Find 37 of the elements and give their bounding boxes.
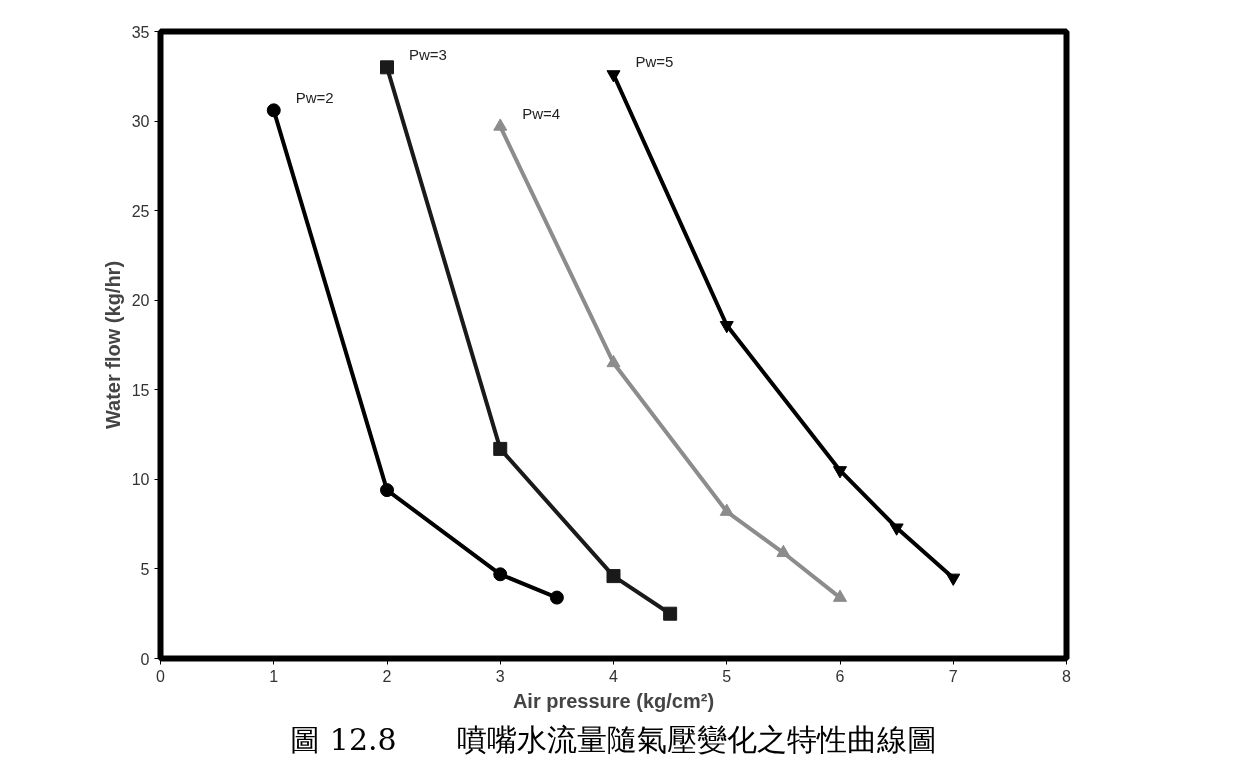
- point: [663, 606, 678, 621]
- y-tick-label: 5: [140, 560, 150, 578]
- y-axis-title: Water flow (kg/hr): [101, 260, 124, 430]
- y-tick-label: 30: [131, 113, 150, 131]
- point: [380, 60, 394, 75]
- y-tick-label: 25: [131, 202, 150, 220]
- point: [549, 590, 564, 605]
- x-tick-label: 8: [1062, 667, 1072, 685]
- point: [719, 321, 734, 334]
- x-tick-label: 3: [495, 667, 505, 685]
- y-tick-label: 20: [131, 292, 150, 310]
- point: [380, 483, 394, 498]
- series-label: Pw=4: [522, 105, 561, 123]
- text: 圖 12.8 噴嘴水流量隨氣壓變化之特性曲線圖: [290, 721, 937, 757]
- x-tick-label: 2: [382, 667, 392, 685]
- x-tick-label: 4: [609, 667, 619, 685]
- point: [266, 103, 281, 118]
- point: [946, 573, 961, 586]
- series-label: Pw=5: [635, 53, 674, 71]
- x-tick-label: 7: [948, 667, 958, 685]
- point: [493, 441, 508, 456]
- y-tick-label: 35: [131, 23, 150, 41]
- y-tick-label: 0: [140, 650, 150, 668]
- y-tick-label: 10: [131, 471, 150, 489]
- point: [493, 567, 508, 582]
- series-label: Pw=3: [409, 46, 447, 64]
- x-tick-label: 1: [269, 667, 279, 685]
- point: [889, 523, 904, 536]
- point: [833, 466, 847, 479]
- point: [606, 70, 621, 83]
- series-label: Pw=2: [295, 89, 334, 107]
- x-tick-label: 5: [722, 667, 732, 685]
- point: [606, 569, 621, 584]
- y-tick-label: 15: [131, 381, 150, 399]
- x-axis-title: Air pressure (kg/cm²): [512, 689, 715, 712]
- x-tick-label: 0: [156, 667, 166, 685]
- x-tick-label: 6: [835, 667, 845, 685]
